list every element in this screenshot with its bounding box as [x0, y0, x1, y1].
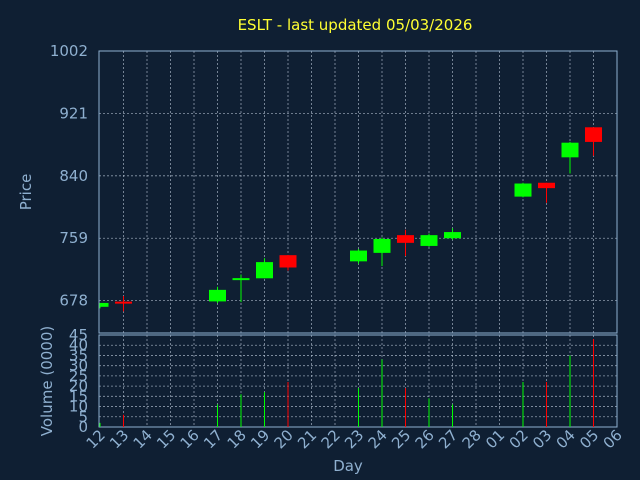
candle	[232, 274, 250, 303]
volume-tick-label: 15	[69, 387, 88, 405]
candle-body	[100, 302, 109, 307]
volume-axis-label: Volume (0000)	[38, 326, 56, 436]
candle	[444, 228, 461, 240]
price-plot-frame	[98, 50, 618, 334]
candle	[373, 237, 391, 266]
candle-body	[279, 255, 297, 268]
price-tick-label: 759	[59, 229, 88, 247]
price-axis-label: Price	[17, 174, 35, 211]
candle	[585, 127, 602, 156]
candle	[279, 255, 297, 271]
candle	[561, 141, 579, 174]
candle	[420, 233, 438, 247]
candlestick-series	[99, 127, 602, 312]
volume-tick-label: 5	[78, 408, 88, 426]
candle-body	[585, 127, 602, 142]
volume-tick-label: 35	[69, 346, 88, 364]
candle	[538, 182, 555, 203]
candle-body	[373, 239, 391, 253]
candle-body	[397, 235, 414, 243]
volume-tick-label: 40	[69, 336, 88, 354]
candle	[256, 258, 273, 279]
candle	[99, 302, 109, 309]
day-tick-labels: 1213141516171819202122232425262728010203…	[83, 426, 626, 452]
candle	[115, 296, 132, 312]
candle-body	[350, 250, 367, 262]
candle	[397, 229, 414, 256]
volume-tick-label: 0	[78, 418, 88, 436]
price-tick-label: 678	[59, 292, 88, 310]
candle	[350, 249, 367, 264]
volume-series	[99, 339, 594, 427]
candle-body	[561, 142, 579, 158]
price-tick-label: 840	[59, 167, 88, 185]
price-tick-label: 1002	[50, 42, 88, 60]
candle	[514, 182, 532, 198]
candle-body	[209, 289, 226, 302]
volume-tick-label: 45	[69, 326, 88, 344]
volume-tick-label: 10	[69, 398, 88, 416]
candle-body	[444, 232, 461, 239]
price-tick-label: 921	[59, 104, 88, 122]
price-tick-labels: 678 759 840 921 1002	[50, 42, 88, 310]
candle-body	[420, 235, 438, 246]
volume-tick-label: 30	[69, 357, 88, 375]
candle-body	[256, 262, 273, 279]
candle-body	[514, 183, 532, 197]
chart-title: ESLT - last updated 05/03/2026	[238, 16, 473, 34]
candle	[209, 286, 226, 303]
volume-tick-label: 20	[69, 377, 88, 395]
candle-body	[538, 182, 555, 189]
x-axis-label: Day	[333, 457, 363, 475]
volume-tick-label: 25	[69, 367, 88, 385]
